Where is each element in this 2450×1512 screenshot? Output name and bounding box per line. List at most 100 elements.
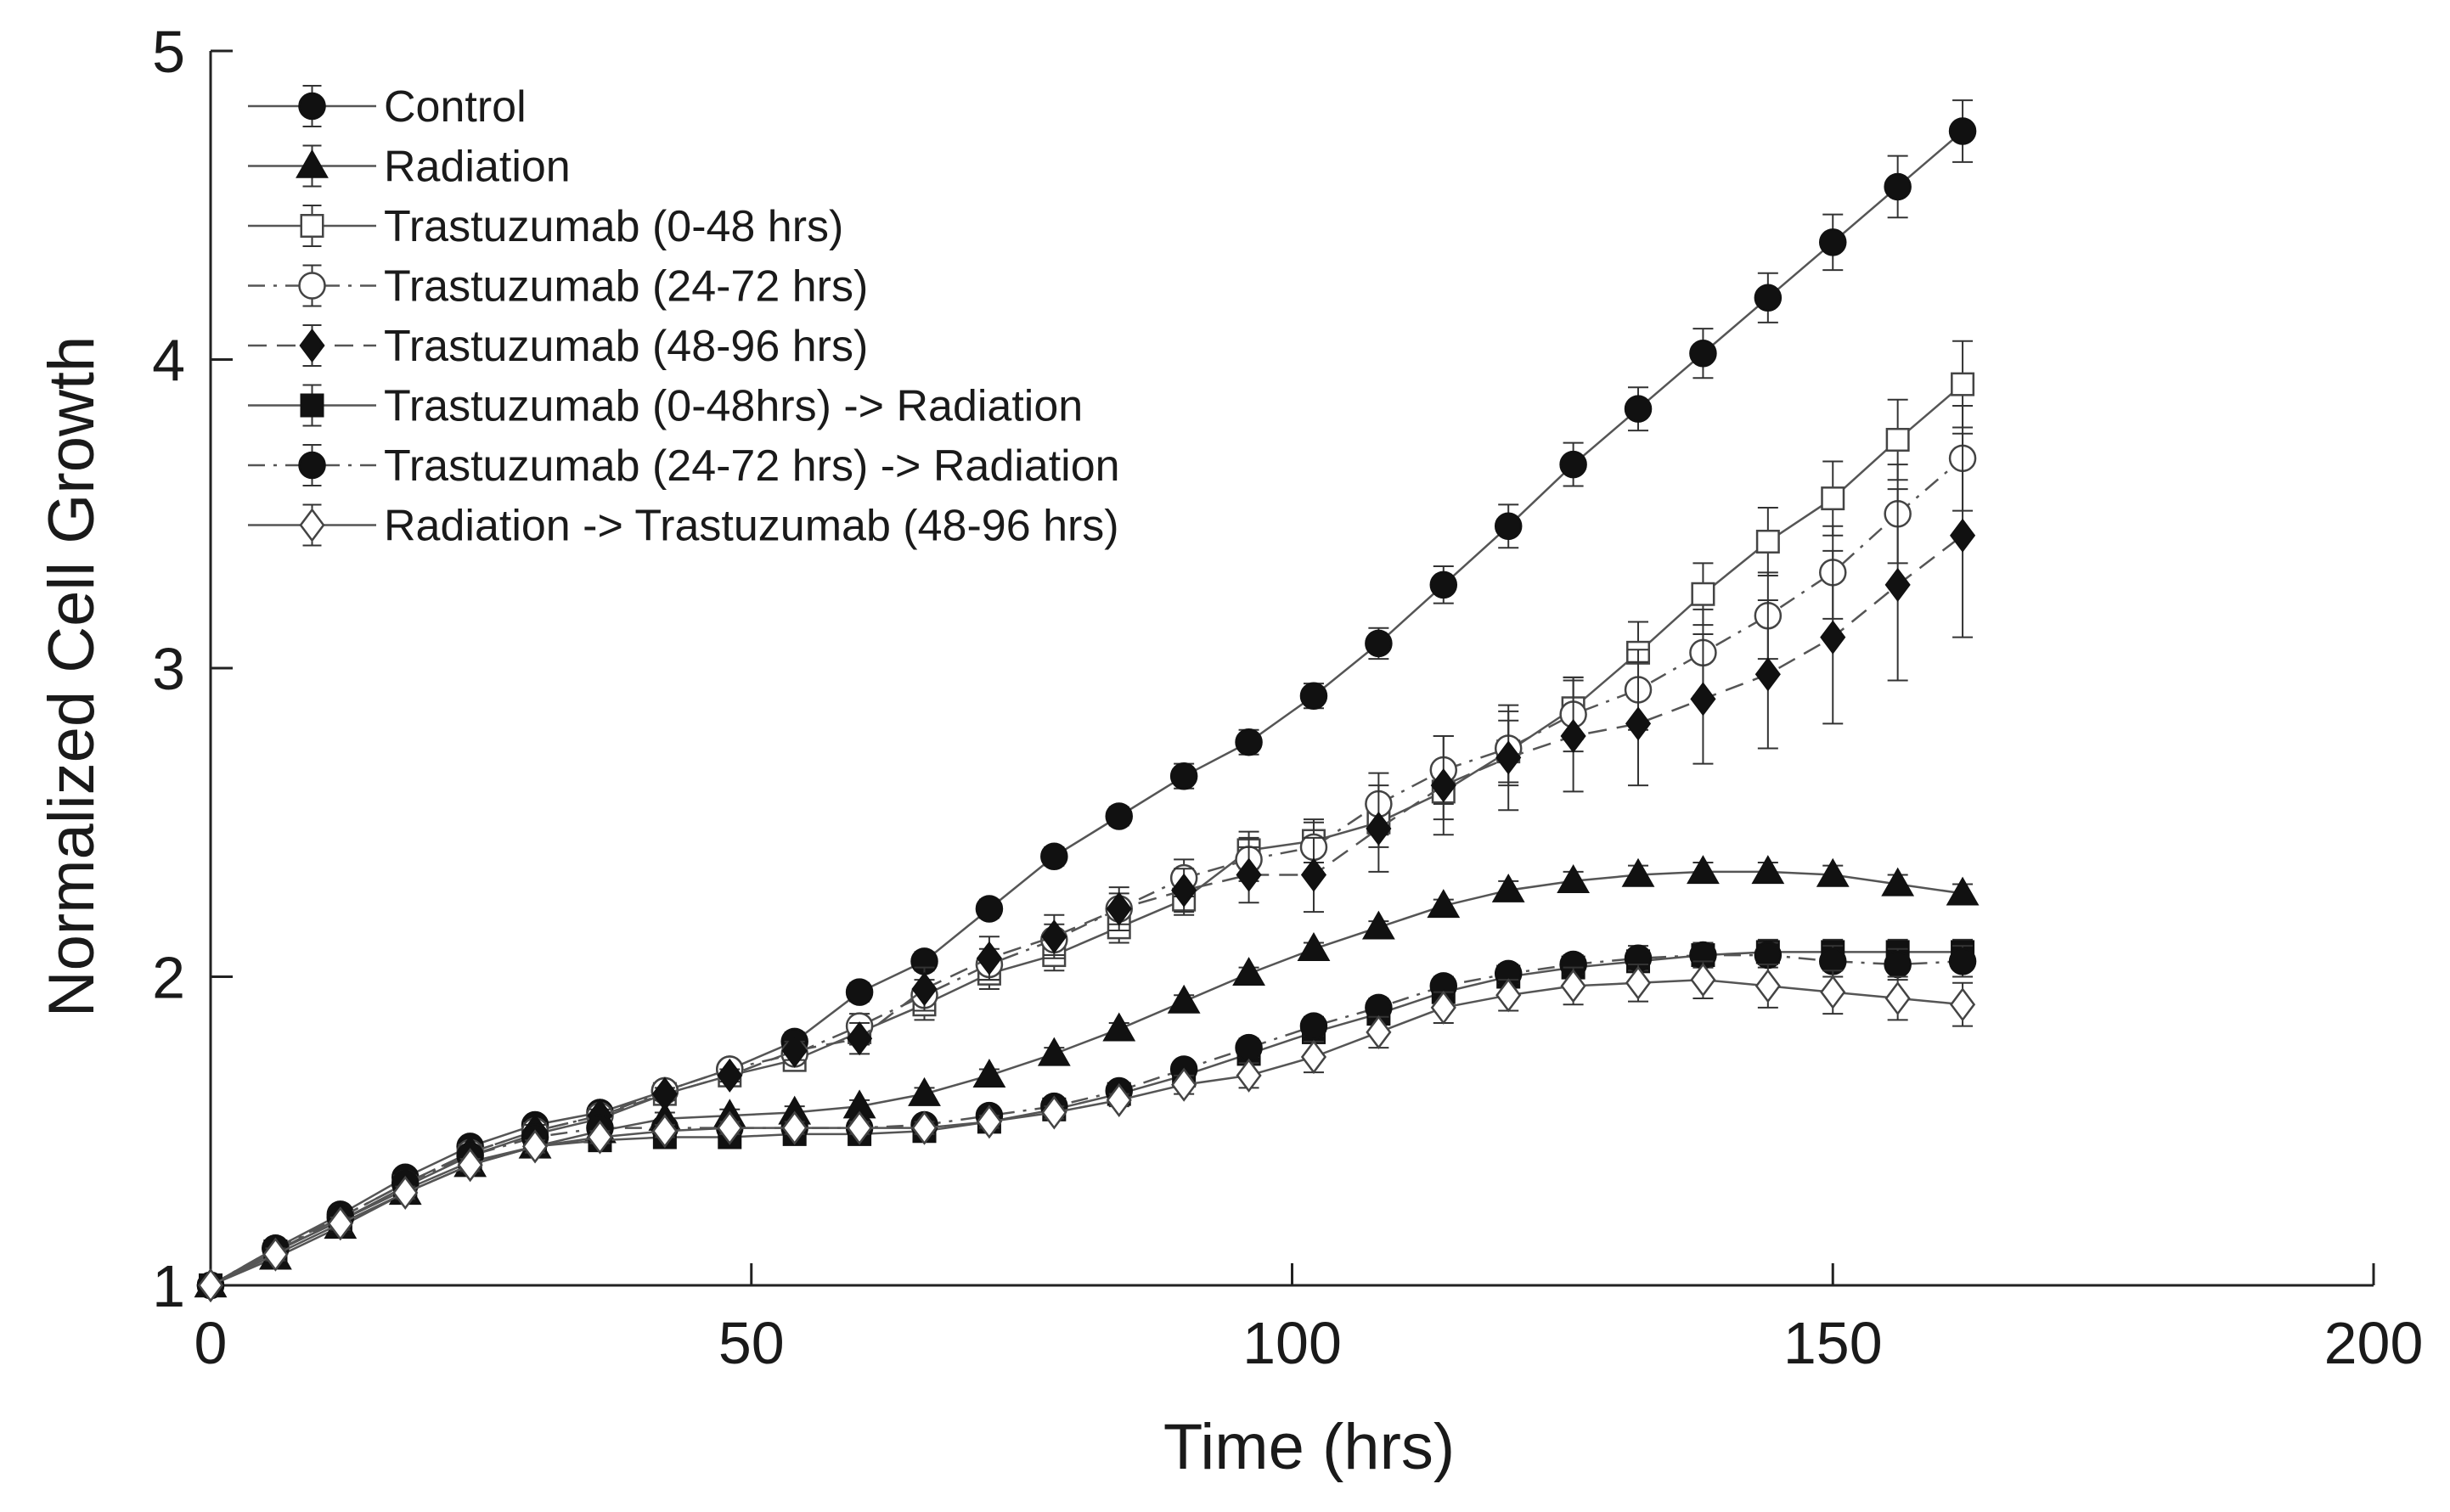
legend-label: Trastuzumab (24-72 hrs) -> Radiation — [384, 441, 1120, 491]
series-layer — [194, 99, 1980, 1303]
data-point — [1037, 1037, 1071, 1066]
legend-marker — [299, 328, 325, 363]
data-point — [1300, 1039, 1327, 1075]
data-point — [1819, 228, 1847, 256]
data-point — [1171, 1067, 1197, 1102]
data-point — [1755, 529, 1780, 554]
data-point — [908, 1076, 941, 1106]
data-point — [1494, 512, 1523, 541]
x-tick-label: 200 — [2324, 1310, 2424, 1376]
data-point — [1687, 855, 1720, 885]
data-point — [1948, 117, 1977, 145]
data-point — [1690, 682, 1716, 717]
data-point — [1884, 981, 1911, 1016]
data-point — [1105, 802, 1133, 830]
data-point — [847, 1021, 873, 1056]
y-tick-label: 2 — [152, 945, 185, 1011]
legend-marker — [298, 272, 326, 300]
data-point — [976, 941, 1002, 975]
data-point — [1495, 740, 1522, 775]
series-line — [210, 534, 1963, 1287]
data-point — [1235, 728, 1263, 756]
data-point — [1559, 450, 1587, 479]
legend-marker — [298, 92, 326, 121]
x-tick-label: 150 — [1783, 1310, 1883, 1376]
data-point — [1491, 873, 1525, 902]
legend-marker — [300, 214, 324, 238]
legend-label: Trastuzumab (0-48 hrs) — [384, 202, 843, 251]
data-point — [1236, 857, 1262, 892]
data-point — [1621, 857, 1655, 887]
data-point — [1429, 571, 1458, 599]
data-point — [262, 1237, 289, 1272]
data-point — [717, 1110, 743, 1145]
y-axis-title: Normalized Cell Growth — [36, 336, 108, 1017]
legend-marker — [300, 393, 324, 418]
data-point — [1495, 978, 1522, 1013]
data-point — [1884, 567, 1911, 602]
legend-item-8: Radiation -> Trastuzumab (48-96 hrs) — [248, 502, 1119, 551]
data-point — [1691, 582, 1715, 606]
x-tick-label: 0 — [194, 1310, 228, 1376]
data-point — [521, 1129, 549, 1164]
data-point — [1040, 842, 1068, 870]
axes-layer: 0 50 100 150 200 1 2 3 4 5 Time (hrs) Normalized Ce… — [36, 19, 2423, 1483]
data-point — [1884, 172, 1912, 201]
data-point — [1884, 950, 1912, 979]
data-point — [1102, 1012, 1136, 1042]
data-point — [975, 895, 1004, 923]
data-point — [457, 1148, 483, 1183]
series-line — [210, 383, 1963, 1287]
data-point — [911, 971, 938, 1007]
series-6 — [199, 938, 1975, 1297]
data-point — [651, 1076, 678, 1111]
series-line — [210, 951, 1963, 1287]
data-point — [1430, 768, 1456, 803]
data-point — [587, 1120, 613, 1155]
y-tick-label: 5 — [152, 19, 185, 85]
data-point — [781, 1033, 808, 1068]
y-tick-label: 1 — [152, 1253, 185, 1319]
data-point — [1821, 486, 1845, 511]
legend-item-4: Trastuzumab (24-72 hrs) — [248, 262, 868, 312]
y-tick-label: 4 — [152, 328, 185, 394]
legend-item-1: Control — [248, 82, 527, 132]
data-point — [1690, 963, 1716, 998]
data-point — [847, 1110, 873, 1145]
data-point — [1171, 873, 1197, 908]
data-point — [1689, 339, 1717, 368]
data-point — [1430, 990, 1456, 1025]
data-point — [1106, 891, 1132, 926]
data-point — [1751, 855, 1785, 885]
data-point — [1624, 395, 1653, 423]
chart-legend: Control Radiation Trastuzumab (0-48 hrs) Tr… — [248, 82, 1120, 551]
x-tick-label: 50 — [718, 1310, 785, 1376]
x-tick-label: 100 — [1242, 1310, 1342, 1376]
data-point — [1299, 682, 1328, 710]
data-point — [1041, 919, 1067, 954]
data-point — [1236, 1058, 1262, 1093]
legend-item-2: Radiation — [248, 143, 571, 192]
legend-item-3: Trastuzumab (0-48 hrs) — [248, 202, 843, 251]
legend-marker — [296, 149, 329, 178]
data-point — [1625, 706, 1652, 741]
data-point — [197, 1267, 224, 1303]
legend-item-7: Trastuzumab (24-72 hrs) -> Radiation — [248, 441, 1120, 491]
y-tick-label: 3 — [152, 636, 185, 702]
data-point — [1948, 947, 1977, 975]
data-point — [651, 1114, 678, 1149]
x-axis-title: Time (hrs) — [1163, 1411, 1455, 1483]
data-point — [1557, 864, 1591, 894]
legend-marker — [298, 451, 326, 480]
legend-item-6: Trastuzumab (0-48hrs) -> Radiation — [248, 382, 1083, 431]
legend-marker — [299, 508, 325, 542]
data-point — [1816, 857, 1850, 887]
series-line — [210, 953, 1963, 1287]
data-point — [1560, 969, 1586, 1003]
legend-label: Radiation — [384, 143, 571, 192]
data-point — [1427, 889, 1461, 919]
data-point — [1754, 657, 1781, 692]
series-line — [210, 978, 1963, 1287]
